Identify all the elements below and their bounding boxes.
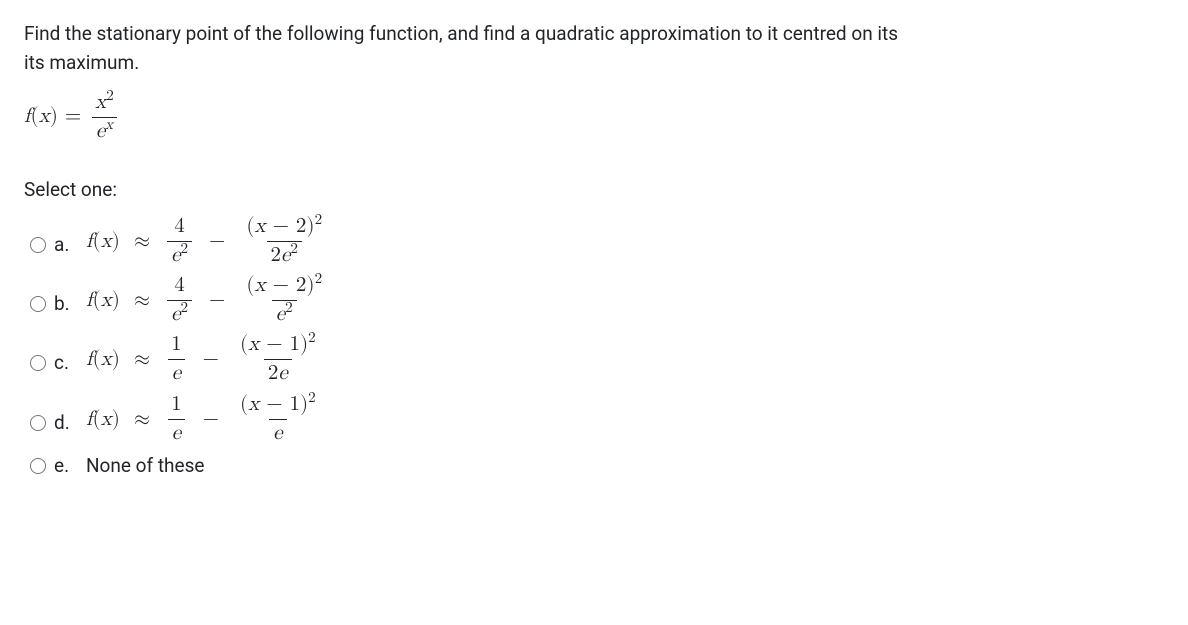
opt-b-t2-num: (x − 2)2 <box>242 274 326 300</box>
option-d[interactable]: d. f(x) ≈ 1 e − (x − 1)2 e <box>30 393 1164 446</box>
option-c-math: f(x) ≈ 1 e − (x − 1)2 2e <box>86 333 323 386</box>
option-d-letter: d. <box>54 393 86 438</box>
opt-d-t2-num: (x − 1)2 <box>236 393 320 419</box>
opt-d-t1-den: e <box>168 419 185 446</box>
question-line1: Find the stationary point of the followi… <box>24 22 898 45</box>
opt-d-t1-num: 1 <box>167 393 186 419</box>
opt-c-t1-num: 1 <box>167 333 186 359</box>
question-text: Find the stationary point of the followi… <box>24 20 1164 77</box>
opt-d-t2-den: e <box>269 419 286 446</box>
opt-b-t1-num: 4 <box>170 274 189 300</box>
func-num: x2 <box>91 91 118 117</box>
option-e-letter: e. <box>54 452 86 481</box>
opt-c-t2-den: 2e <box>264 359 292 386</box>
radio-c[interactable] <box>30 355 46 371</box>
option-e-text: None of these <box>86 452 204 481</box>
opt-a-t2-num: (x − 2)2 <box>242 215 326 241</box>
func-den: ex <box>92 117 117 144</box>
opt-c-t2-num: (x − 1)2 <box>236 333 320 359</box>
opt-a-t1-den: e2 <box>167 241 192 268</box>
select-one-label: Select one: <box>24 176 1164 205</box>
opt-b-t2-den: e2 <box>272 300 297 327</box>
radio-b[interactable] <box>30 296 46 312</box>
question-line2: its maximum. <box>24 51 139 74</box>
option-d-math: f(x) ≈ 1 e − (x − 1)2 e <box>86 393 323 446</box>
option-a-math: f(x) ≈ 4 e2 − (x − 2)2 2e2 <box>86 215 329 268</box>
option-a[interactable]: a. f(x) ≈ 4 e2 − (x − 2)2 2e2 <box>30 215 1164 268</box>
opt-b-t1-den: e2 <box>167 300 192 327</box>
opt-a-t2-den: 2e2 <box>267 241 302 268</box>
option-a-letter: a. <box>54 215 86 260</box>
option-b[interactable]: b. f(x) ≈ 4 e2 − (x − 2)2 e2 <box>30 274 1164 327</box>
opt-a-t1-num: 4 <box>170 215 189 241</box>
func-fraction: x2 ex <box>91 91 118 144</box>
option-c[interactable]: c. f(x) ≈ 1 e − (x − 1)2 2e <box>30 333 1164 386</box>
radio-d[interactable] <box>30 415 46 431</box>
option-e[interactable]: e. None of these <box>30 452 1164 483</box>
radio-e[interactable] <box>30 458 46 474</box>
opt-c-t1-den: e <box>168 359 185 386</box>
radio-a[interactable] <box>30 237 46 253</box>
option-b-letter: b. <box>54 274 86 319</box>
option-c-letter: c. <box>54 333 86 378</box>
function-definition: f(x) = x2 ex <box>24 91 1164 144</box>
option-b-math: f(x) ≈ 4 e2 − (x − 2)2 e2 <box>86 274 329 327</box>
options-group: a. f(x) ≈ 4 e2 − (x − 2)2 2e2 b. f(x) ≈ … <box>30 215 1164 483</box>
func-lhs: f <box>24 106 30 127</box>
